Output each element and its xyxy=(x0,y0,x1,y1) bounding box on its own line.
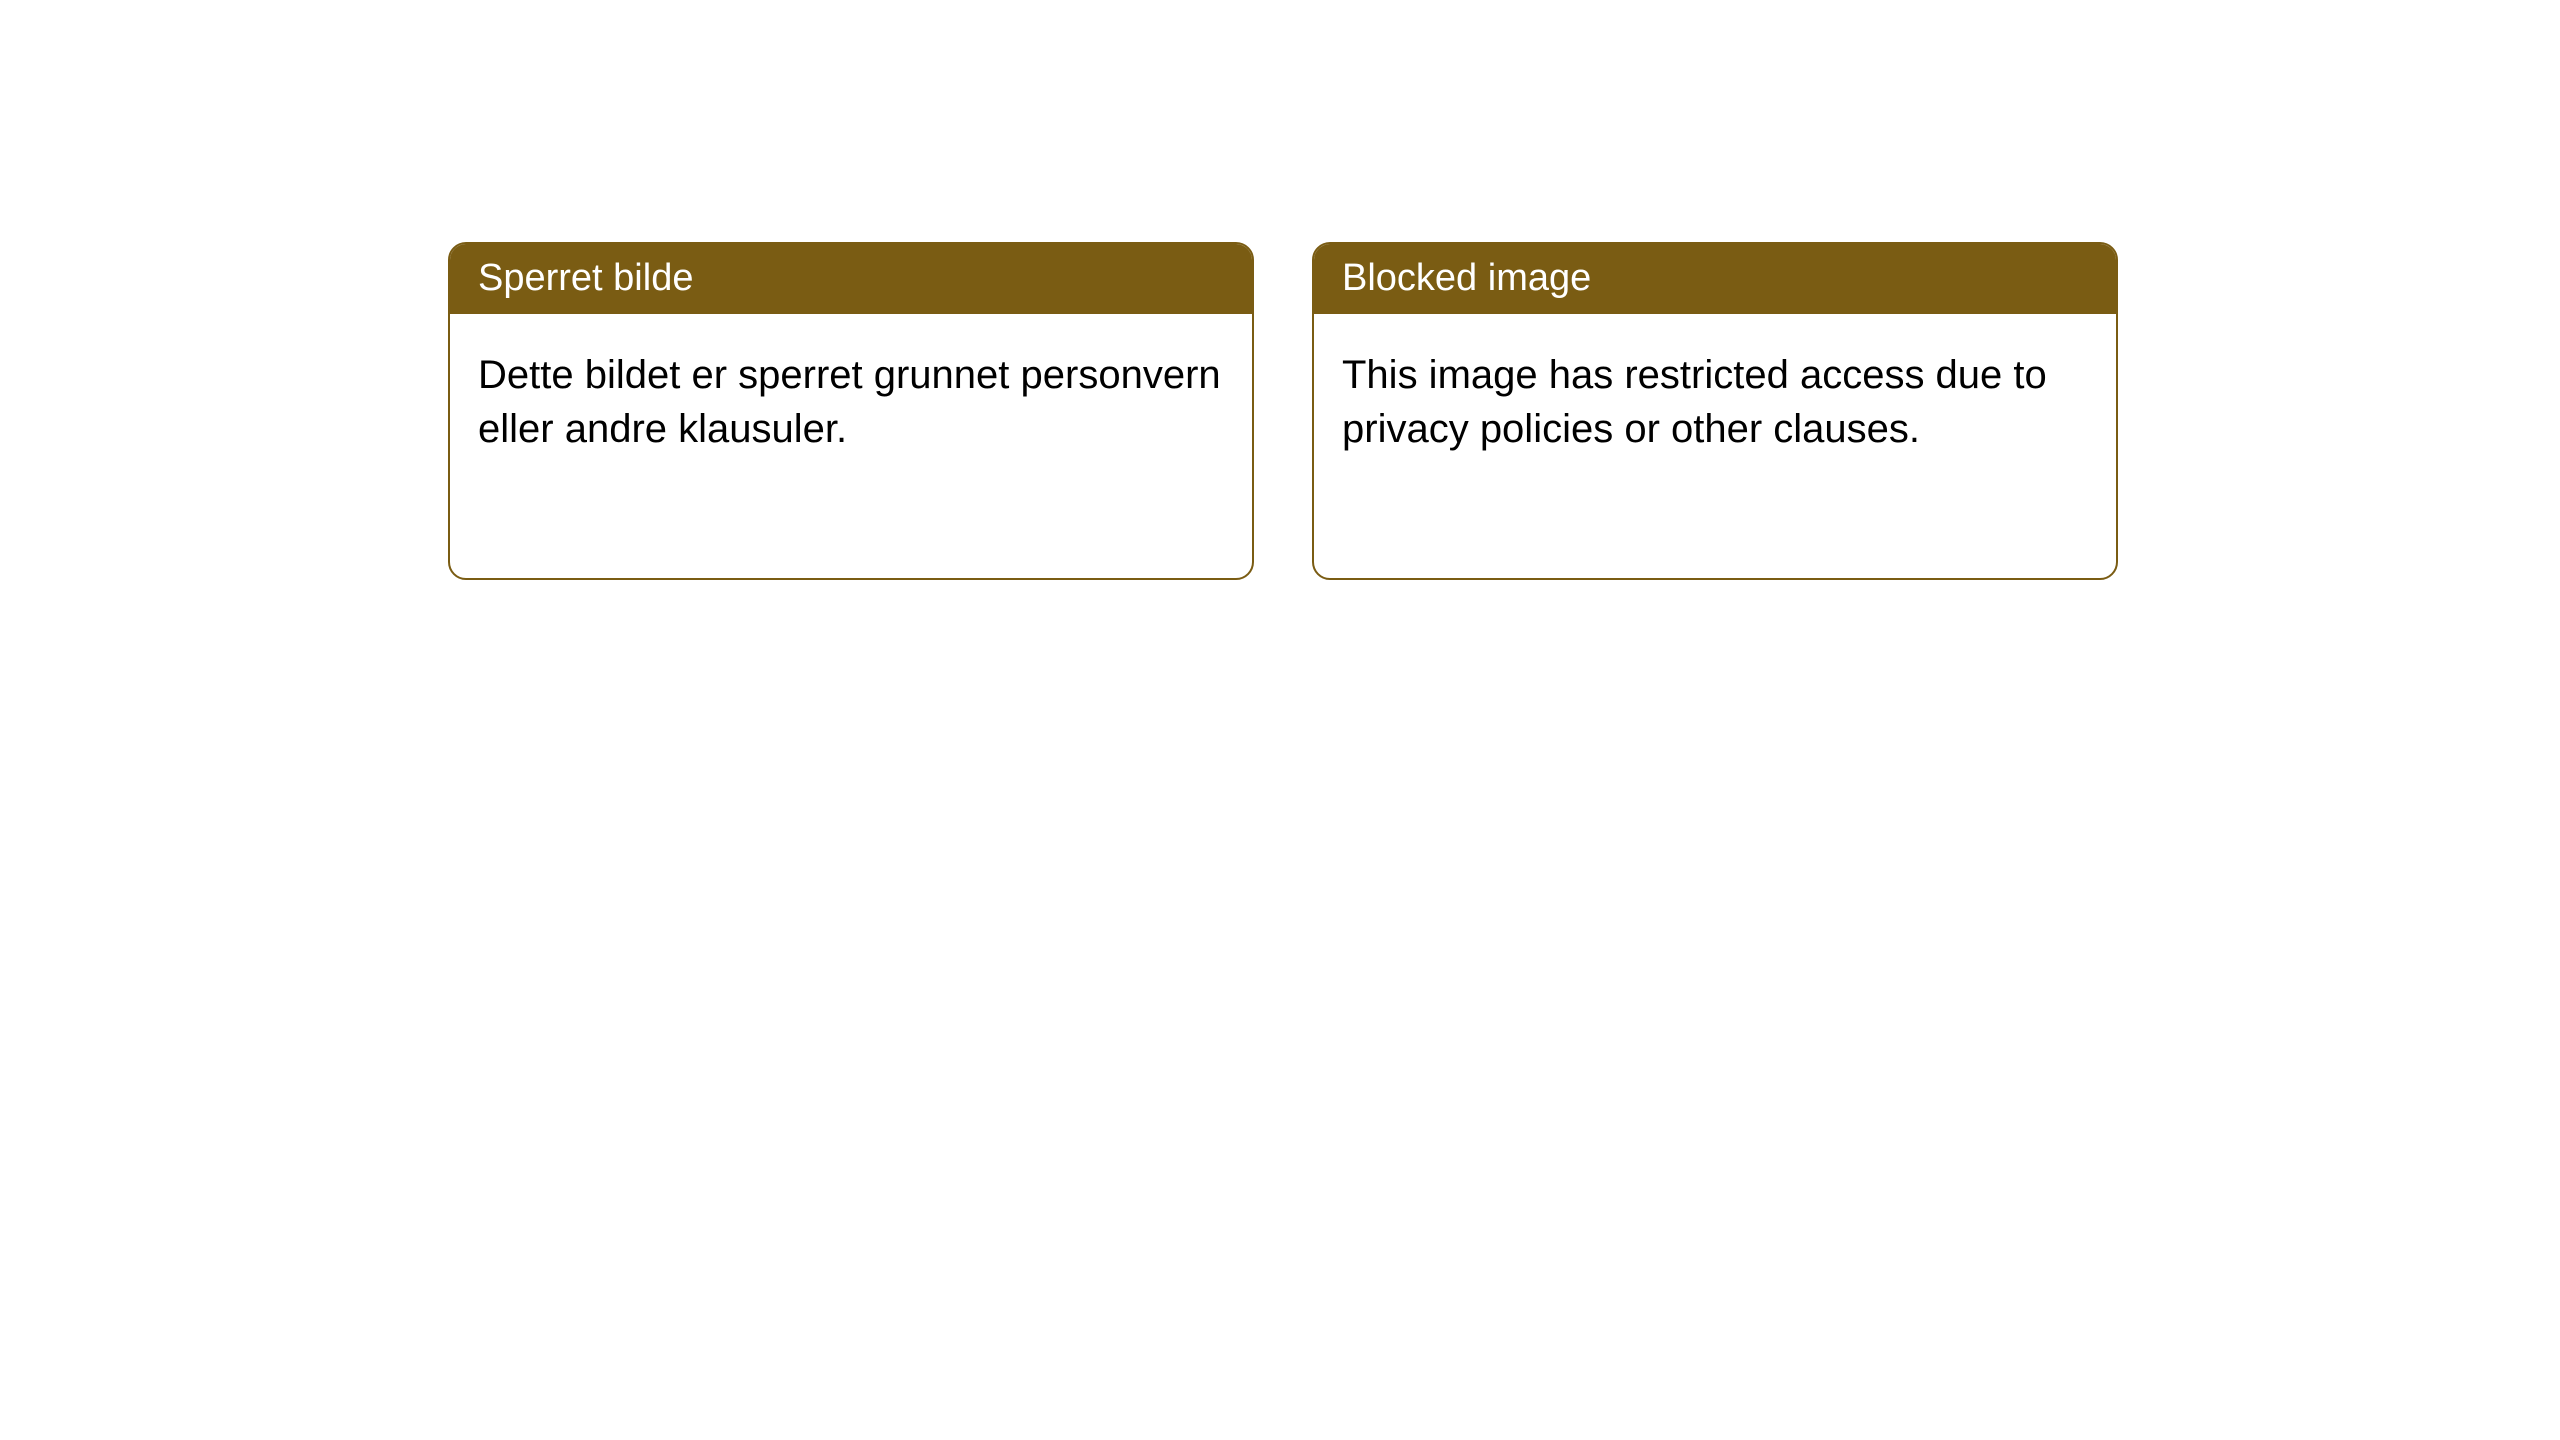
panel-header: Blocked image xyxy=(1314,244,2116,314)
notice-panel-english: Blocked image This image has restricted … xyxy=(1312,242,2118,580)
panel-title: Sperret bilde xyxy=(478,257,693,299)
panel-body: This image has restricted access due to … xyxy=(1314,314,2116,490)
panel-body-text: This image has restricted access due to … xyxy=(1342,353,2047,451)
panel-header: Sperret bilde xyxy=(450,244,1252,314)
panel-body-text: Dette bildet er sperret grunnet personve… xyxy=(478,353,1221,451)
panel-body: Dette bildet er sperret grunnet personve… xyxy=(450,314,1252,490)
notice-panel-norwegian: Sperret bilde Dette bildet er sperret gr… xyxy=(448,242,1254,580)
notice-container: Sperret bilde Dette bildet er sperret gr… xyxy=(448,242,2118,580)
panel-title: Blocked image xyxy=(1342,257,1591,299)
